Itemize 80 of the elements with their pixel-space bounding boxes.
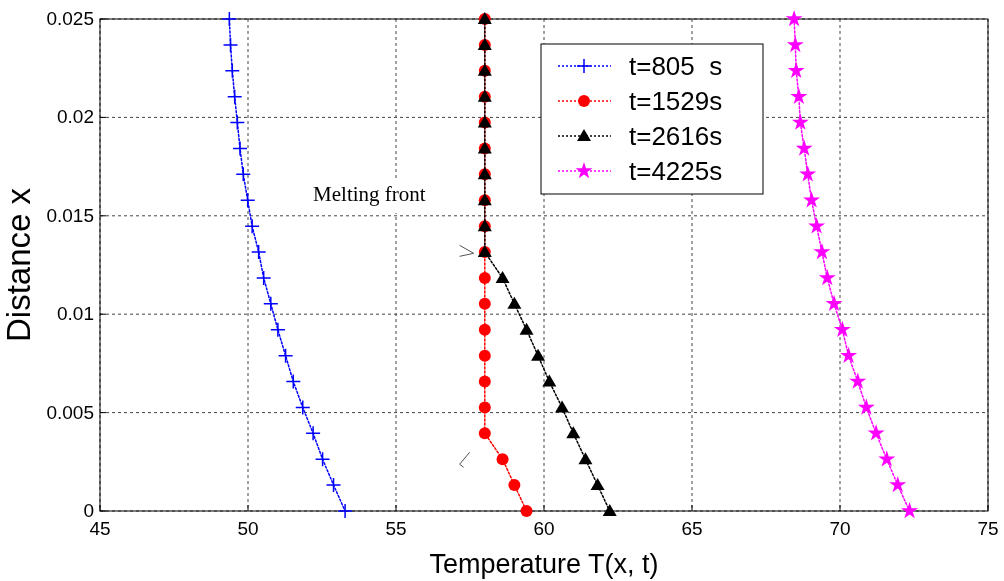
point	[555, 400, 570, 413]
point	[825, 294, 843, 312]
x-tick-label: 65	[681, 518, 703, 539]
point	[795, 139, 813, 156]
y-tick-label: 0.025	[46, 8, 94, 29]
point	[786, 36, 804, 53]
point	[840, 346, 858, 363]
x-tick-label: 75	[977, 518, 999, 539]
point	[813, 243, 831, 260]
x-tick-label: 70	[829, 518, 851, 539]
point	[478, 349, 491, 362]
y-tick-label: 0.01	[57, 303, 94, 325]
point	[270, 322, 286, 338]
point	[566, 426, 581, 439]
point	[224, 63, 241, 79]
y-tick-label: 0	[83, 500, 94, 521]
point	[508, 479, 521, 492]
point	[239, 192, 256, 208]
y-tick-label: 0.015	[46, 204, 94, 226]
point	[496, 453, 509, 466]
point	[478, 297, 491, 310]
point	[255, 270, 272, 286]
point	[478, 271, 491, 284]
y-tick-label: 0.02	[57, 106, 94, 128]
point	[833, 320, 851, 337]
legend-label: t=805 s	[629, 51, 723, 81]
y-tick-label: 0.005	[46, 401, 94, 423]
x-tick-label: 45	[89, 518, 111, 539]
legend-label: t=1529s	[629, 86, 723, 116]
point	[520, 505, 533, 517]
point	[857, 398, 875, 415]
legend-label: t=4225s	[629, 156, 723, 186]
point	[602, 504, 617, 516]
point	[818, 269, 836, 286]
point	[478, 323, 491, 336]
point	[277, 347, 294, 364]
point	[235, 166, 252, 183]
point	[531, 348, 546, 361]
point	[785, 10, 803, 27]
x-tick-label: 50	[237, 518, 259, 539]
point	[803, 191, 821, 208]
point	[808, 217, 826, 234]
point	[337, 503, 353, 519]
point	[495, 270, 510, 283]
point	[901, 502, 919, 519]
legend-label: t=2616s	[629, 121, 723, 151]
point	[889, 476, 907, 493]
point	[325, 477, 342, 493]
point	[314, 451, 331, 467]
y-axis-title: Distance x	[0, 187, 37, 343]
point	[578, 452, 593, 465]
point	[507, 296, 522, 309]
point	[305, 425, 321, 442]
point	[867, 424, 885, 441]
point	[519, 322, 534, 335]
x-tick-label: 60	[533, 518, 555, 539]
x-axis-title: Temperature T(x, t)	[429, 549, 659, 579]
point	[221, 11, 238, 27]
point	[285, 373, 302, 390]
point	[244, 218, 260, 234]
point	[542, 374, 557, 387]
point	[232, 140, 248, 157]
point	[790, 87, 808, 104]
point	[849, 372, 867, 389]
x-tick-label: 55	[385, 518, 407, 539]
point	[799, 165, 817, 182]
point	[250, 244, 267, 260]
point	[263, 296, 279, 312]
point	[787, 61, 805, 78]
point	[478, 375, 491, 388]
point	[295, 399, 311, 416]
point	[791, 113, 809, 130]
point	[590, 478, 605, 491]
point	[878, 450, 896, 467]
point	[478, 427, 491, 440]
point	[229, 114, 246, 131]
point	[226, 88, 243, 105]
point	[478, 401, 491, 414]
annotation: Melting front	[313, 182, 426, 207]
point	[222, 37, 239, 53]
